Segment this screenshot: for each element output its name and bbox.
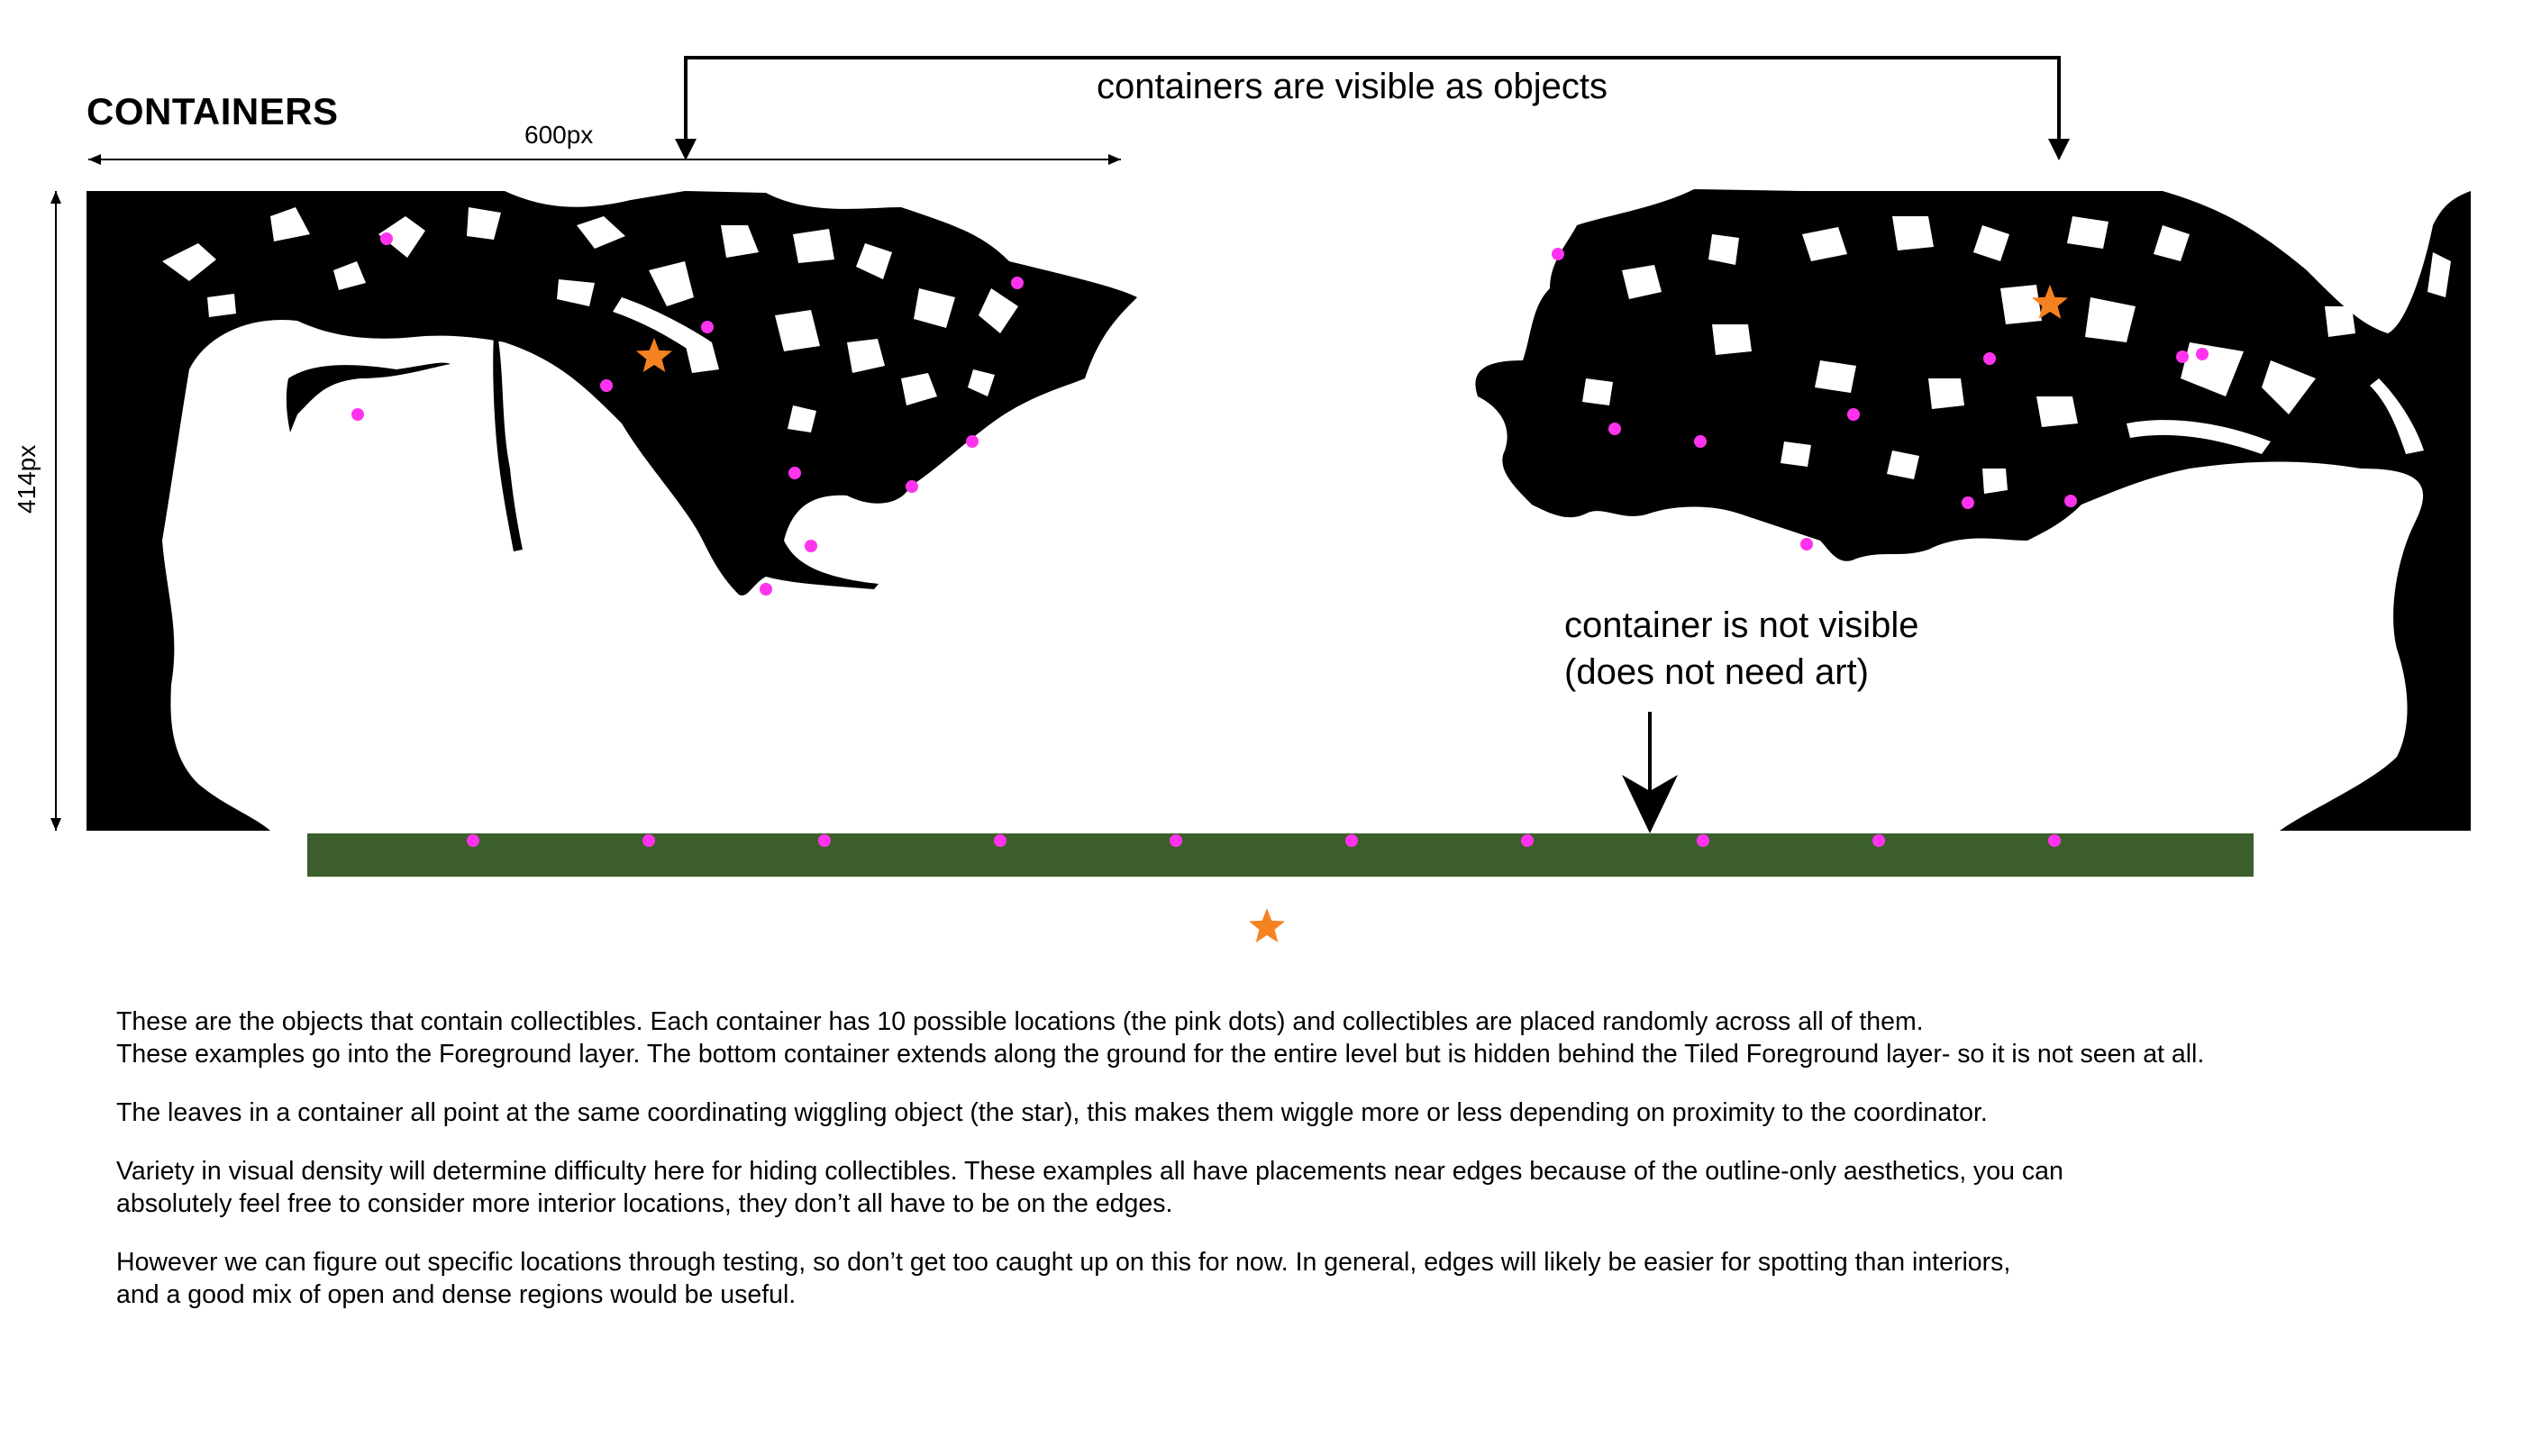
right-tree-container (1475, 189, 2471, 831)
collectible-location-dot (351, 408, 364, 421)
collectible-location-dot (805, 540, 817, 552)
notes-p3-line2: absolutely feel free to consider more in… (116, 1189, 1173, 1218)
right-collectible-locations (1552, 248, 2209, 551)
collectible-location-dot (1608, 423, 1621, 435)
left-collectible-locations (351, 232, 1024, 596)
notes-p1-line2: These examples go into the Foreground la… (116, 1040, 2205, 1069)
coordinator-star-icon (2032, 285, 2068, 319)
collectible-location-dot (2048, 834, 2061, 847)
notes-paragraph-2: The leaves in a container all point at t… (116, 1097, 2477, 1129)
not-visible-callout-line1: container is not visible (1564, 605, 1919, 645)
notes-paragraph-4: However we can figure out specific locat… (116, 1246, 2477, 1311)
collectible-location-dot (1694, 435, 1707, 448)
notes-p1-line1: These are the objects that contain colle… (116, 1007, 1924, 1036)
collectible-location-dot (788, 467, 801, 479)
collectible-location-dot (1983, 352, 1996, 365)
description-notes: These are the objects that contain colle… (116, 1006, 2477, 1337)
collectible-location-dot (1011, 277, 1024, 289)
page-title: CONTAINERS (87, 90, 339, 132)
width-label: 600px (524, 121, 594, 149)
collectible-location-dot (2196, 348, 2209, 360)
collectible-location-dot (994, 834, 1006, 847)
collectible-location-dot (380, 232, 393, 245)
notes-p2: The leaves in a container all point at t… (116, 1098, 1988, 1127)
notes-p3-line1: Variety in visual density will determine… (116, 1157, 2063, 1186)
coordinator-star-icon (636, 338, 672, 372)
notes-paragraph-3: Variety in visual density will determine… (116, 1155, 2477, 1220)
collectible-location-dot (467, 834, 479, 847)
collectible-location-dot (1697, 834, 1709, 847)
visible-callout-bracket (675, 56, 2070, 160)
collectible-location-dot (600, 379, 613, 392)
left-tree-container (87, 191, 1137, 831)
width-dimension-line (88, 154, 1121, 165)
notes-p4-line2: and a good mix of open and dense regions… (116, 1280, 797, 1309)
collectible-location-dot (642, 834, 655, 847)
not-visible-callout-text: container is not visible (does not need … (1564, 602, 1919, 696)
collectible-location-dot (1521, 834, 1534, 847)
height-dimension-line (50, 191, 61, 831)
visible-callout-text: containers are visible as objects (1097, 67, 1608, 106)
collectible-location-dot (2176, 350, 2189, 363)
ground-collectible-locations (467, 834, 2061, 847)
coordinator-stars (636, 285, 2068, 942)
collectible-location-dot (2064, 495, 2077, 507)
collectible-location-dot (1872, 834, 1885, 847)
collectible-location-dot (1170, 834, 1182, 847)
collectible-location-dot (966, 435, 979, 448)
not-visible-callout-line2: (does not need art) (1564, 652, 1869, 692)
collectible-location-dot (1345, 834, 1358, 847)
collectible-location-dot (1962, 496, 1974, 509)
collectible-location-dot (701, 321, 714, 333)
not-visible-callout-arrow (1622, 712, 1678, 833)
collectible-location-dot (1552, 248, 1564, 260)
height-label: 414px (13, 444, 41, 514)
ground-container (307, 833, 2254, 877)
collectible-location-dot (1847, 408, 1860, 421)
coordinator-star-icon (1249, 908, 1285, 942)
collectible-location-dot (906, 480, 918, 493)
collectible-location-dot (818, 834, 831, 847)
collectible-location-dot (760, 583, 772, 596)
notes-p4-line1: However we can figure out specific locat… (116, 1248, 2011, 1277)
notes-paragraph-1: These are the objects that contain colle… (116, 1006, 2477, 1070)
collectible-location-dot (1800, 538, 1813, 551)
